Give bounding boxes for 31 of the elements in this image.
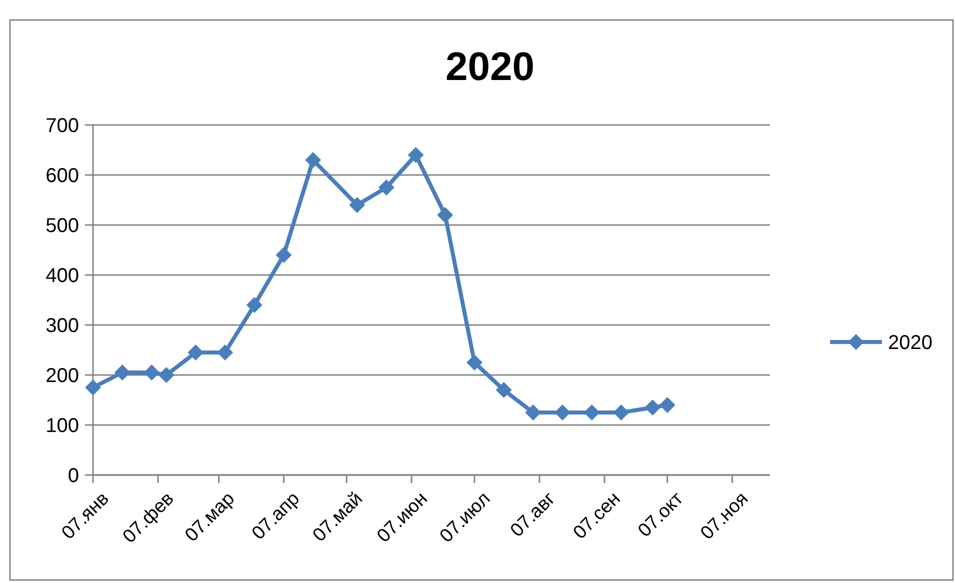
y-tick-label: 200 [46,365,79,387]
point [217,344,234,360]
point [659,397,676,413]
point [613,404,630,420]
y-tick-label: 0 [68,465,79,487]
point [554,404,570,420]
point [378,180,394,196]
y-tick-label: 700 [46,115,79,137]
y-tick-label: 500 [46,215,79,237]
point [85,380,101,396]
y-tick-label: 400 [46,265,79,287]
point [349,197,366,213]
y-tick-label: 300 [46,315,79,337]
point [188,344,204,360]
point [525,404,542,420]
y-tick-label: 600 [46,165,79,187]
point [584,404,600,420]
y-tick-label: 100 [46,415,79,437]
chart-title: 2020 [446,45,534,89]
point [246,297,262,313]
point [144,364,160,380]
legend-label: 2020 [888,332,932,354]
point [305,152,322,168]
point [466,354,482,370]
point [496,382,512,398]
point [437,207,454,223]
point [276,247,292,263]
point [644,400,661,416]
point [158,367,174,383]
point [408,147,424,163]
point [114,364,130,380]
